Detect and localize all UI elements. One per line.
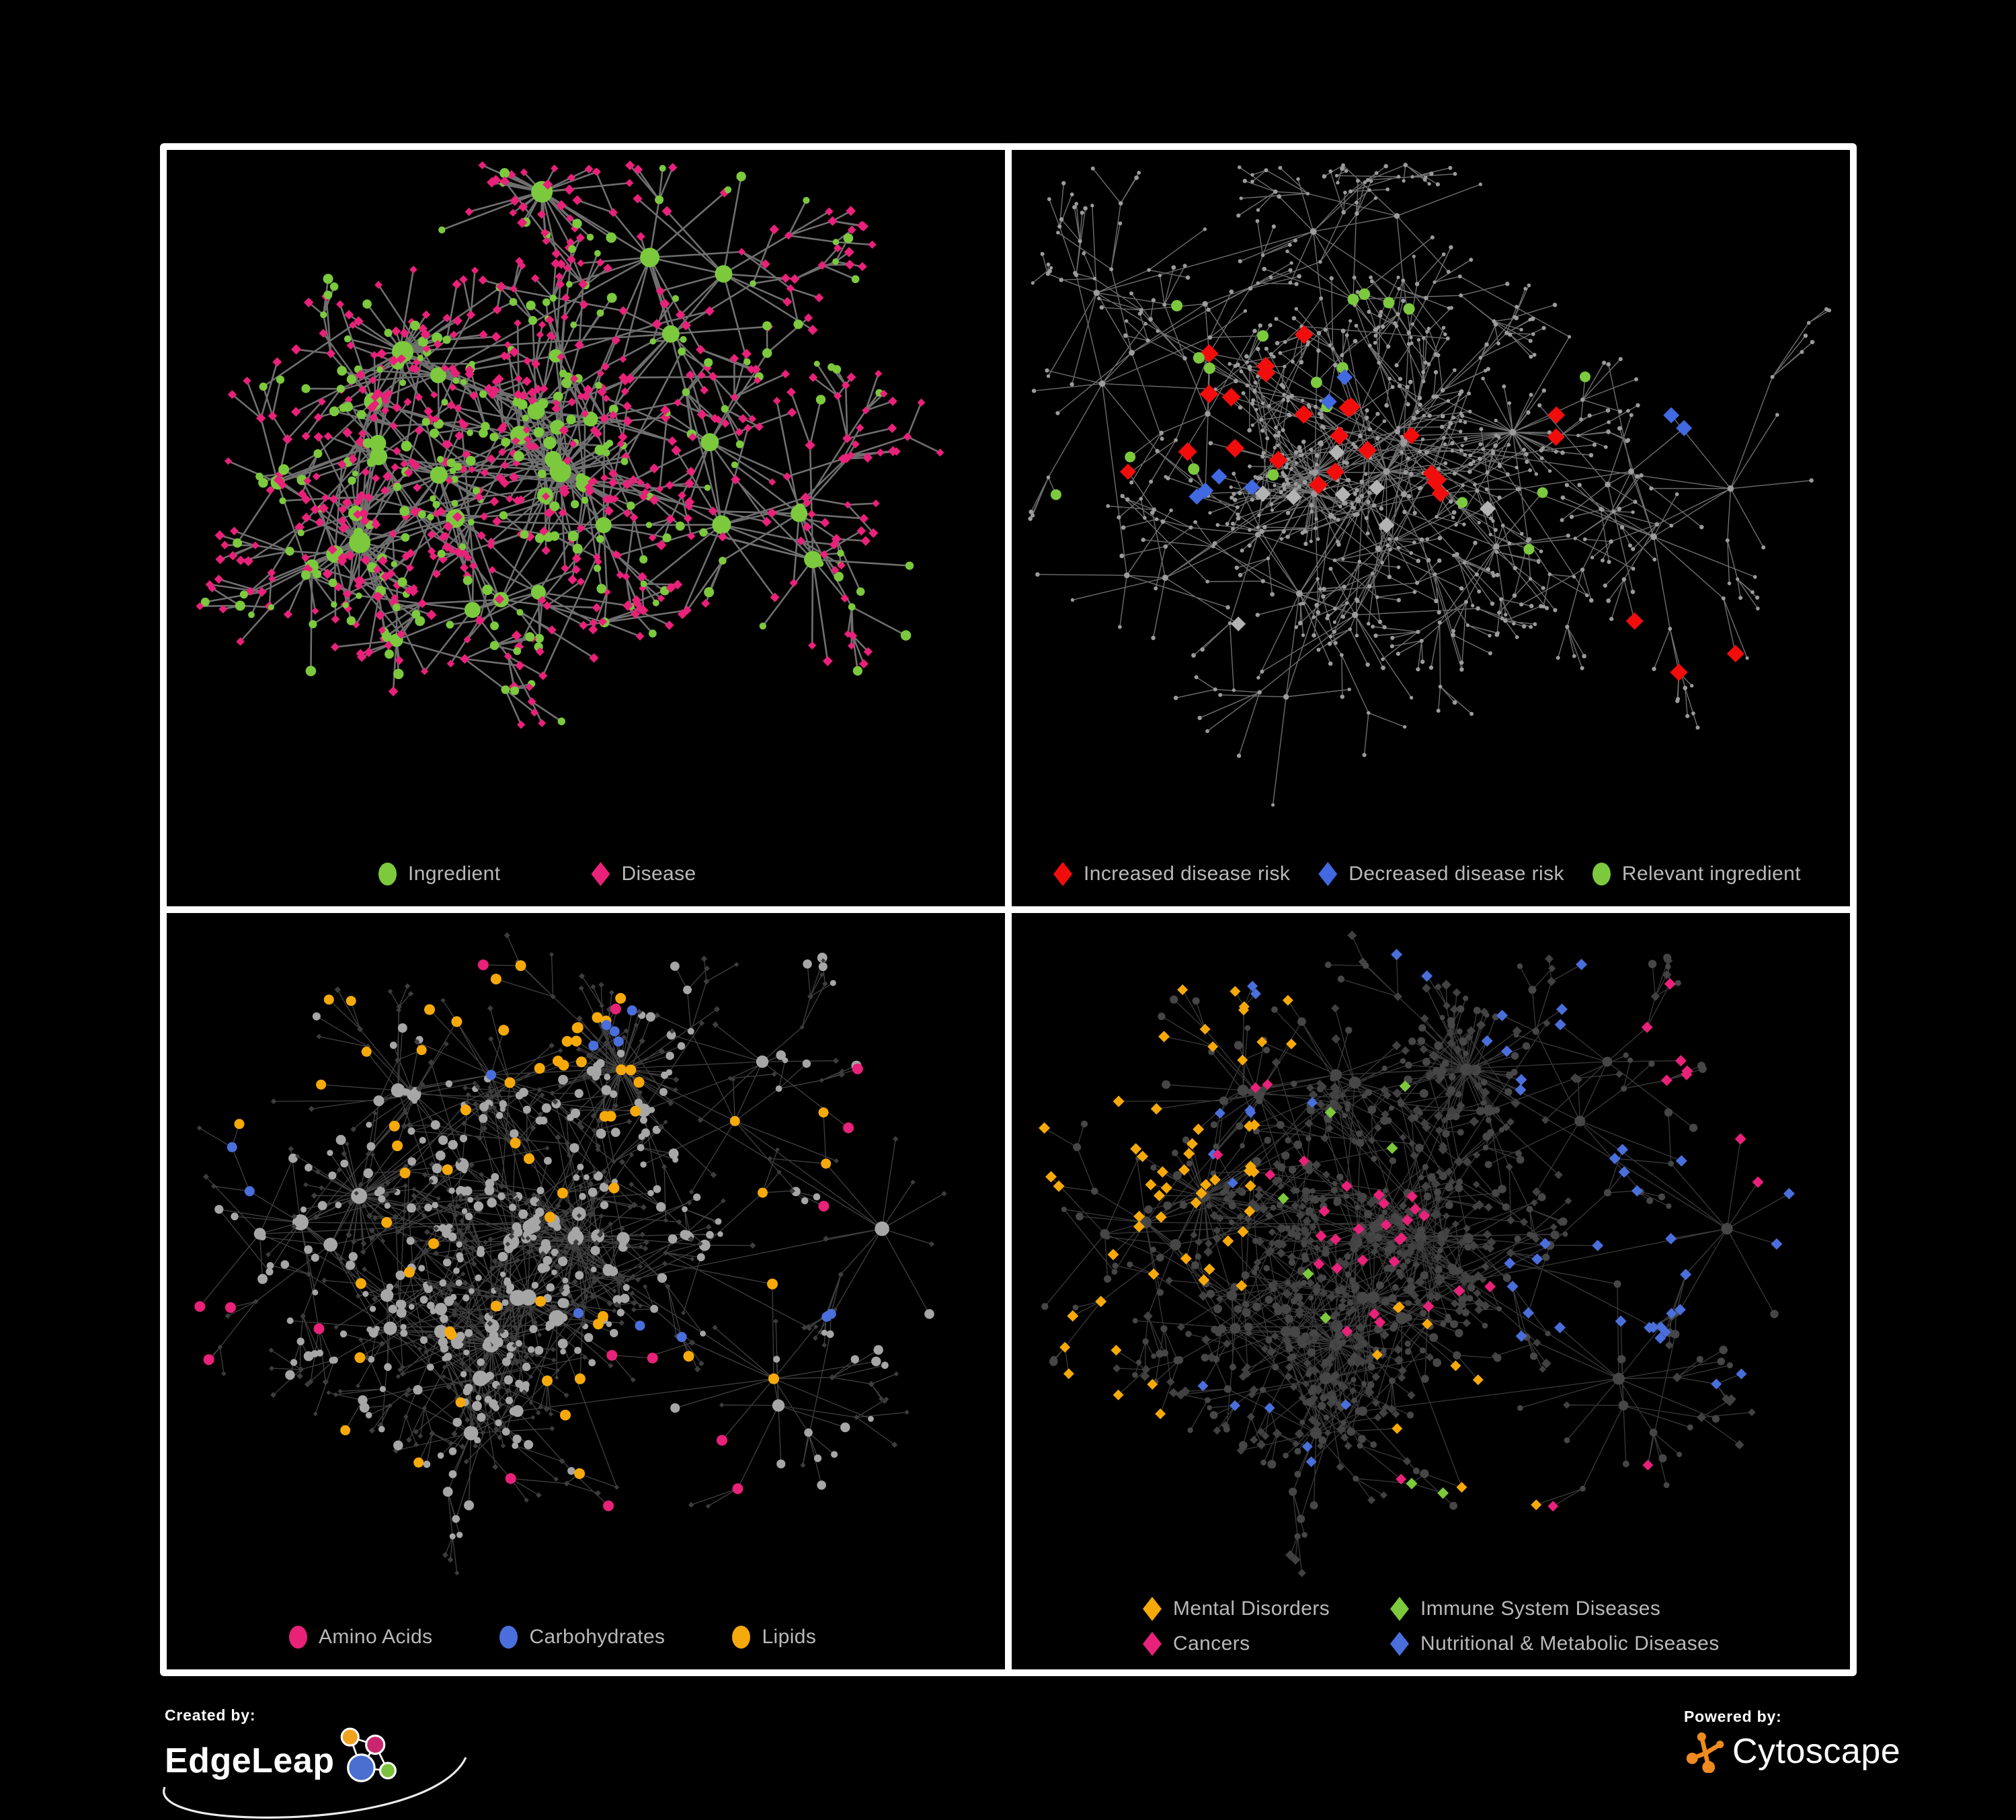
legend-item-amino-acids: Amino Acids (289, 1626, 432, 1649)
immune-system-diseases-marker-icon (1390, 1597, 1409, 1621)
legend-label: Disease (621, 863, 696, 885)
ingredient-marker-icon (378, 863, 397, 885)
legend-label: Decreased disease risk (1348, 863, 1564, 885)
carbohydrates-marker-icon (499, 1626, 518, 1649)
legend-label: Ingredient (408, 863, 501, 885)
nutritional-metabolic-marker-icon (1390, 1632, 1409, 1656)
amino-acids-marker-icon (289, 1626, 307, 1649)
legend-item-immune-system-diseases: Immune System Diseases (1390, 1597, 1720, 1621)
ingredient-disease-network-graph (196, 160, 944, 729)
legend-label: Carbohydrates (529, 1626, 666, 1648)
created-by-credit: Created by: EdgeLeap (163, 1706, 467, 1819)
legend-item-lipids: Lipids (732, 1626, 816, 1649)
panel-disease-risk-network: Increased disease risk Decreased disease… (1005, 143, 1857, 913)
legend-item-disease: Disease (591, 862, 696, 886)
legend-item-mental-disorders: Mental Disorders (1143, 1597, 1390, 1621)
relevant-ingredient-marker-icon (1592, 863, 1611, 885)
legend-label: Lipids (762, 1626, 817, 1648)
legend-label: Mental Disorders (1173, 1597, 1330, 1620)
powered-by-credit: Powered by: Cytoscape (1684, 1708, 1900, 1773)
cytoscape-logo-icon (1686, 1732, 1724, 1773)
cancers-marker-icon (1143, 1632, 1162, 1656)
legend-label: Nutritional & Metabolic Diseases (1420, 1632, 1720, 1655)
legend-label: Relevant ingredient (1621, 863, 1801, 885)
created-by-label: Created by: (165, 1706, 256, 1724)
legend-item-decreased-risk: Decreased disease risk (1318, 862, 1564, 886)
disease-marker-icon (591, 862, 610, 886)
cytoscape-brand-text: Cytoscape (1732, 1732, 1901, 1771)
legend-item-nutritional-metabolic-diseases: Nutritional & Metabolic Diseases (1390, 1632, 1720, 1656)
legend-nutrient-classes: Amino Acids Carbohydrates Lipids (167, 1622, 1005, 1652)
edgeleap-logo-icon (340, 1727, 397, 1782)
panel-disease-class-network: Mental Disorders Immune System Diseases … (1005, 906, 1857, 1676)
panel-nutrient-class-network: Amino Acids Carbohydrates Lipids (160, 906, 1012, 1676)
powered-by-label: Powered by: (1684, 1708, 1782, 1725)
decreased-risk-marker-icon (1318, 862, 1338, 886)
increased-risk-marker-icon (1053, 862, 1072, 886)
disease-risk-network-graph (1028, 163, 1832, 807)
edgeleap-brand-text: EdgeLeap (165, 1741, 335, 1780)
legend-disease-classes: Mental Disorders Immune System Diseases … (1143, 1597, 1720, 1656)
legend-label: Increased disease risk (1084, 863, 1291, 885)
legend-item-cancers: Cancers (1143, 1632, 1390, 1656)
mental-disorders-marker-icon (1143, 1597, 1162, 1621)
legend-label: Cancers (1173, 1632, 1250, 1655)
lipids-marker-icon (732, 1626, 751, 1649)
legend-ingredient-disease: Ingredient Disease (167, 859, 1005, 889)
legend-item-relevant-ingredient: Relevant ingredient (1592, 863, 1801, 885)
legend-item-ingredient: Ingredient (378, 863, 500, 885)
legend-disease-risk: Increased disease risk Decreased disease… (1012, 859, 1850, 889)
disease-class-network-graph (1039, 931, 1795, 1577)
legend-item-increased-risk: Increased disease risk (1053, 862, 1290, 886)
panel-ingredient-disease-network: Ingredient Disease (160, 143, 1012, 913)
nutrient-class-network-graph (194, 932, 947, 1576)
legend-item-carbohydrates: Carbohydrates (499, 1626, 665, 1649)
legend-label: Immune System Diseases (1420, 1597, 1661, 1620)
legend-label: Amino Acids (319, 1626, 433, 1648)
